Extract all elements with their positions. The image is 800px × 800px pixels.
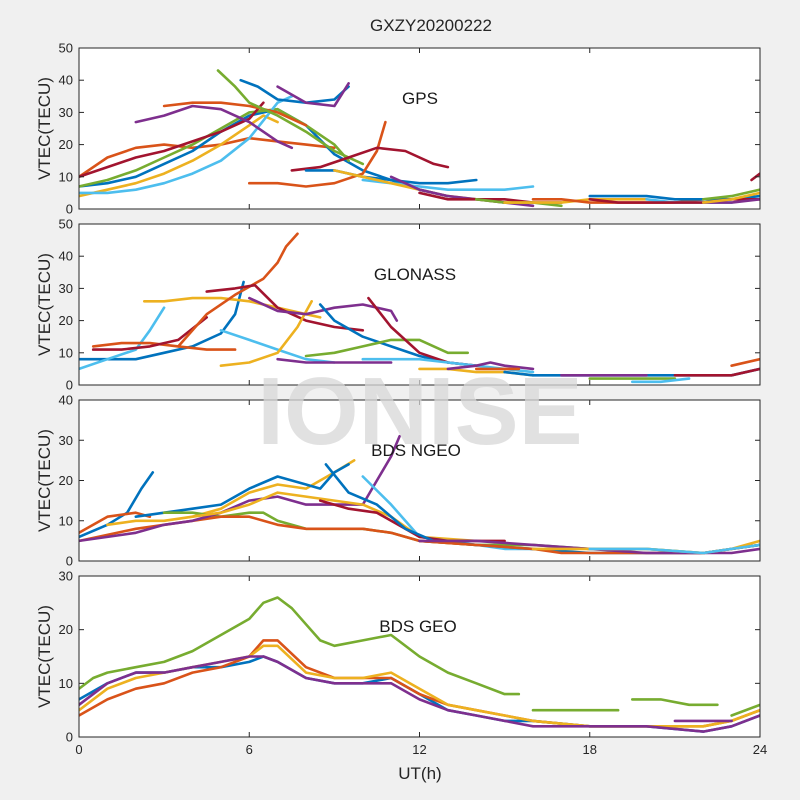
series-line-14 <box>276 357 393 364</box>
series-line-13 <box>290 146 450 172</box>
x-tick-label: 6 <box>246 742 253 757</box>
series-line-9 <box>216 69 365 166</box>
y-tick-label: 40 <box>59 249 73 264</box>
series-line-5 <box>91 316 208 351</box>
y-tick-label: 20 <box>59 622 73 637</box>
panel-glonass: 0 10 20 30 40 50 VTEC(TECU) GLONASS <box>35 217 761 393</box>
series-line-9 <box>219 300 313 367</box>
panel-label: BDS GEO <box>379 617 456 636</box>
series-line-12 <box>248 120 387 188</box>
y-tick-label: 30 <box>59 281 73 296</box>
y-axis-label: VTEC(TECU) <box>35 253 54 356</box>
series-line-17 <box>446 361 535 371</box>
panel-group: 0 10 20 30 40 50 VTEC(TECU) GPS 0 10 20 30 40 50 VTEC(… <box>35 41 767 758</box>
series-line-15 <box>588 543 760 555</box>
series-group <box>79 434 760 555</box>
x-axis-label: UT(h) <box>398 764 441 783</box>
series-line-24 <box>730 357 760 367</box>
y-tick-label: 10 <box>59 169 73 184</box>
series-line-7 <box>205 283 365 332</box>
series-line-10 <box>239 78 350 104</box>
series-line-12 <box>304 338 469 358</box>
panel-gps: 0 10 20 30 40 50 VTEC(TECU) GPS <box>35 41 761 217</box>
series-line-1 <box>79 596 521 696</box>
series-line-2 <box>79 114 279 198</box>
panel-bds-ngeo: 0 10 20 30 40 VTEC(TECU) BDS NGEO <box>35 393 761 569</box>
x-tick-label: 0 <box>75 742 82 757</box>
y-tick-label: 30 <box>59 433 73 448</box>
series-line-9 <box>730 703 760 717</box>
series-line-7 <box>631 698 719 707</box>
series-line-7 <box>134 104 294 150</box>
y-axis-label: VTEC(TECU) <box>35 429 54 532</box>
y-tick-label: 10 <box>59 345 73 360</box>
y-tick-label: 10 <box>59 676 73 691</box>
series-line-27 <box>702 191 760 204</box>
x-tick-label: 24 <box>753 742 767 757</box>
y-tick-label: 20 <box>59 137 73 152</box>
series-line-23 <box>673 367 760 377</box>
series-group <box>79 596 760 733</box>
y-tick-label: 30 <box>59 105 73 120</box>
series-group <box>79 69 760 208</box>
series-line-6 <box>177 232 299 348</box>
y-tick-label: 10 <box>59 513 73 528</box>
x-tick-label: 18 <box>583 742 597 757</box>
series-line-3 <box>106 459 356 527</box>
series-line-22 <box>631 377 691 384</box>
series-line-11 <box>276 82 350 108</box>
watermark-text: IONISE <box>257 358 582 465</box>
series-line-8 <box>191 491 478 543</box>
series-line-8 <box>219 329 336 364</box>
y-tick-label: 0 <box>66 730 73 745</box>
series-line-4 <box>134 463 350 518</box>
y-tick-label: 40 <box>59 73 73 88</box>
y-tick-label: 0 <box>66 378 73 393</box>
series-line-4 <box>79 107 350 188</box>
y-tick-label: 50 <box>59 41 73 56</box>
panel-label: GPS <box>402 89 438 108</box>
series-line-3 <box>91 341 237 351</box>
series-line-2 <box>79 306 166 371</box>
y-tick-label: 20 <box>59 313 73 328</box>
y-axis-label: VTEC(TECU) <box>35 605 54 708</box>
panel-label: GLONASS <box>374 265 456 284</box>
series-line-1 <box>79 136 336 179</box>
series-line-13 <box>418 539 760 555</box>
series-line-1 <box>79 280 245 361</box>
series-line-5 <box>79 655 760 733</box>
x-tick-label: 12 <box>412 742 426 757</box>
y-tick-label: 40 <box>59 393 73 408</box>
figure-title: GXZY20200222 <box>370 16 492 35</box>
y-tick-label: 0 <box>66 554 73 569</box>
series-line-8 <box>162 101 308 127</box>
panel-bds-geo: 0 10 20 30 0 6 12 18 24 VTEC(TECU) BDS GEO <box>35 569 767 758</box>
y-tick-label: 50 <box>59 217 73 232</box>
panel-label: BDS NGEO <box>371 441 461 460</box>
y-tick-label: 0 <box>66 202 73 217</box>
series-line-6 <box>79 95 294 195</box>
y-axis-label: VTEC(TECU) <box>35 77 54 180</box>
y-tick-label: 30 <box>59 569 73 584</box>
series-line-26 <box>702 188 760 201</box>
series-line-10 <box>248 296 399 322</box>
y-tick-label: 20 <box>59 473 73 488</box>
plot-area <box>79 48 760 209</box>
series-group <box>79 232 760 384</box>
